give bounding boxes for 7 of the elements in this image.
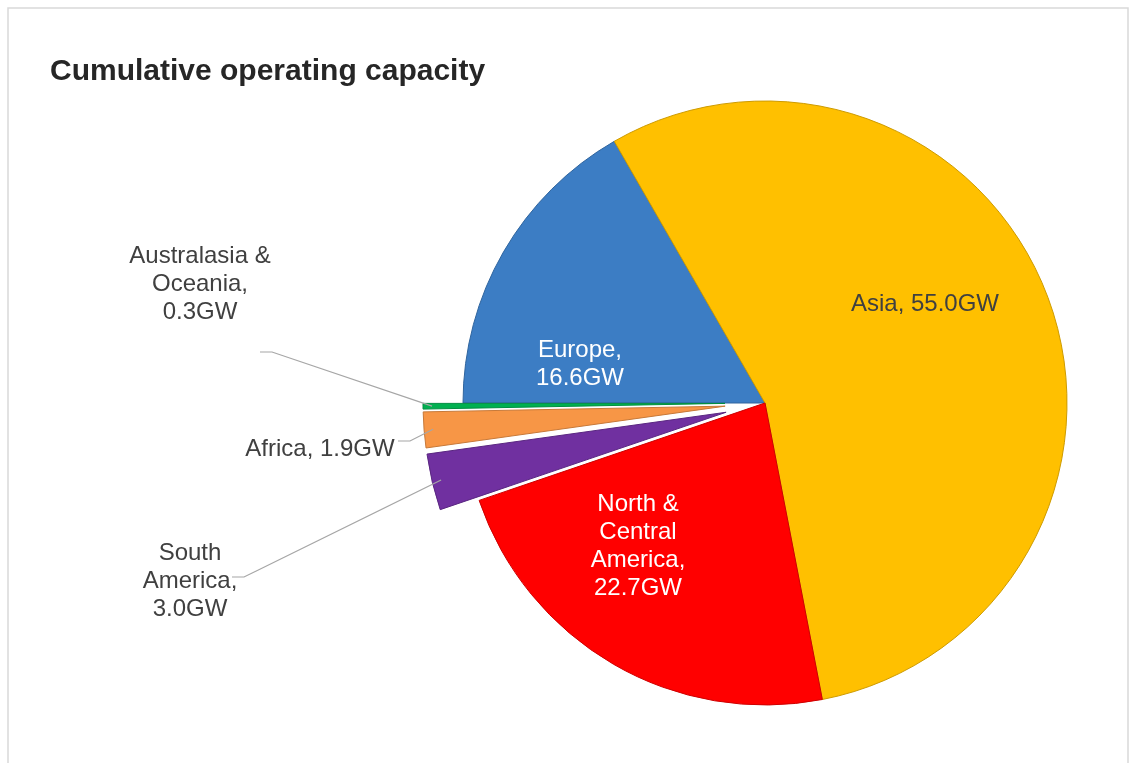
slice-label: North & Central America, 22.7GW: [590, 489, 686, 600]
slice-label: Australasia & Oceania, 0.3GW: [129, 241, 271, 324]
slice-label: Europe, 16.6GW: [535, 335, 625, 390]
slice-label: Asia, 55.0GW: [850, 289, 1000, 316]
slice-label: Africa, 1.9GW: [245, 434, 396, 461]
chart-title: Cumulative operating capacity: [50, 53, 486, 86]
slice-label: South America, 3.0GW: [142, 538, 238, 621]
